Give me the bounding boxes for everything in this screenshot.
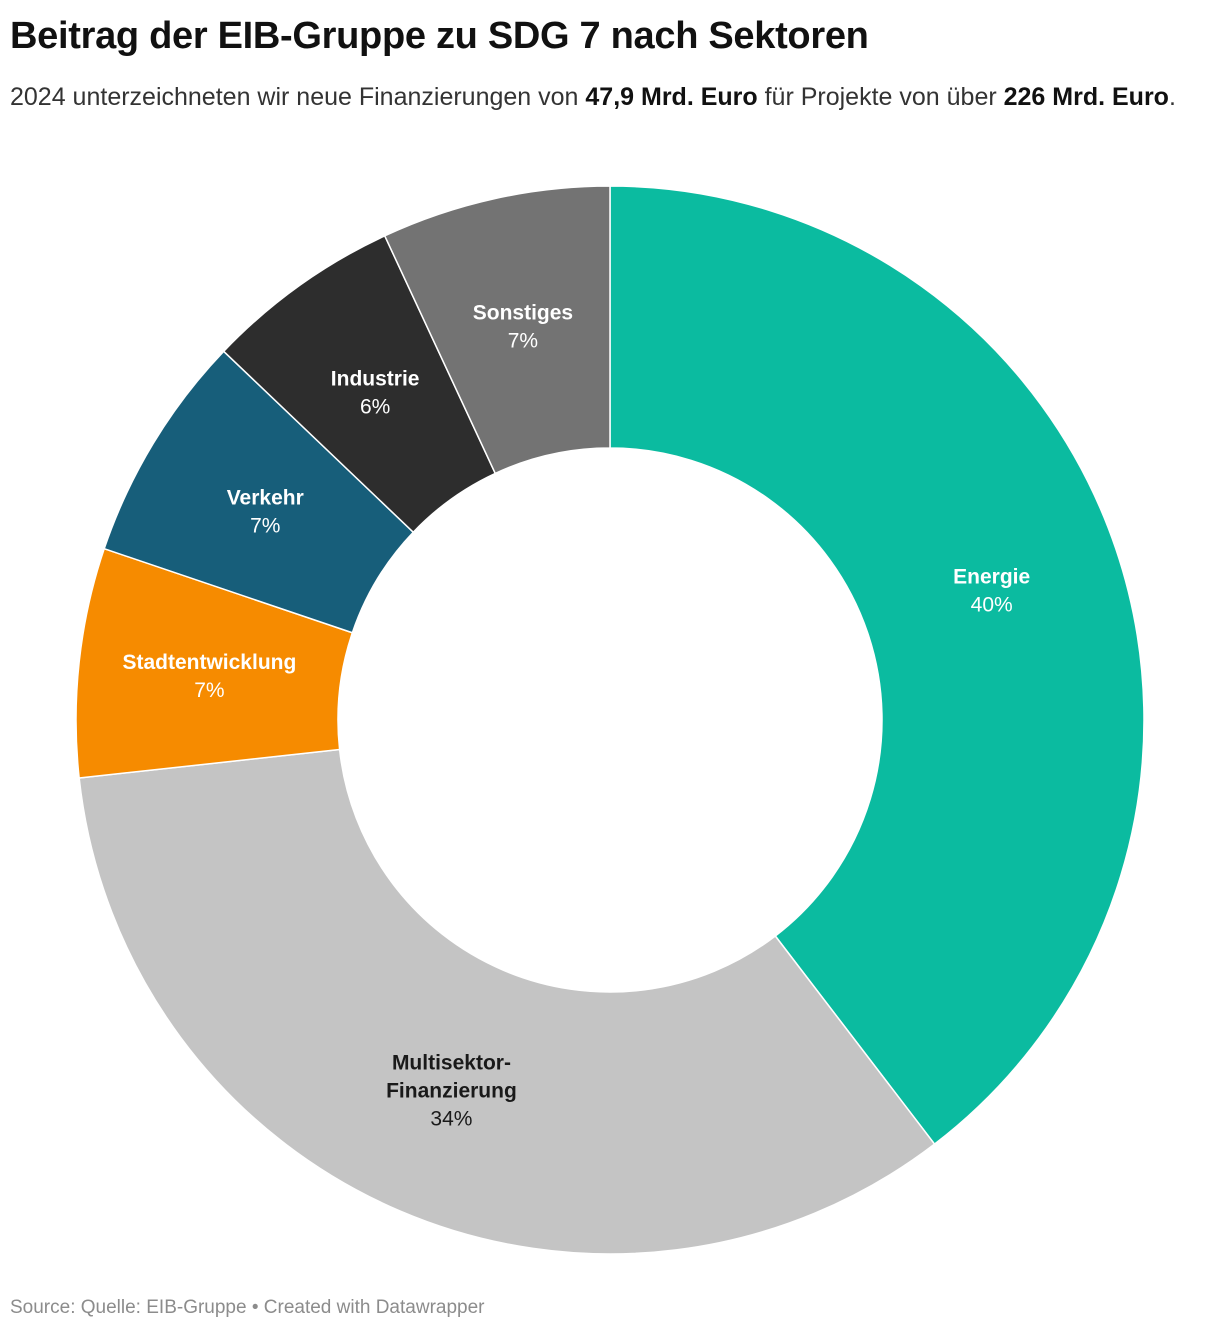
slice-name-energie: Energie bbox=[953, 566, 1030, 589]
slice-value-multisektor-finanzierung: 34% bbox=[430, 1107, 472, 1130]
chart-source-footer: Source: Quelle: EIB-Gruppe • Created wit… bbox=[10, 1297, 485, 1318]
donut-chart-svg: Energie 40% Multisektor- Finanzierung 34% Sta… bbox=[75, 185, 1145, 1255]
slice-name-industrie: Industrie bbox=[331, 367, 420, 390]
subtitle-text-start: 2024 unterzeichneten wir neue Finanzieru… bbox=[10, 83, 586, 111]
slice-label-energie: Energie 40% bbox=[953, 566, 1030, 617]
slice-value-stadtentwicklung: 7% bbox=[194, 679, 224, 702]
slice-label-multisektor-finanzierung: Multisektor- Finanzierung 34% bbox=[386, 1051, 517, 1130]
slice-name-multisektor-finanzierung: Finanzierung bbox=[386, 1079, 517, 1102]
chart-title: Beitrag der EIB-Gruppe zu SDG 7 nach Sek… bbox=[10, 15, 869, 57]
slice-label-sonstiges: Sonstiges 7% bbox=[473, 302, 573, 353]
slice-label-industrie: Industrie 6% bbox=[331, 367, 420, 418]
slice-name-multisektor-finanzierung: Multisektor- bbox=[392, 1051, 511, 1074]
slice-energie bbox=[609, 185, 1145, 1145]
slice-label-verkehr: Verkehr 7% bbox=[227, 486, 304, 537]
slice-value-verkehr: 7% bbox=[250, 514, 280, 537]
subtitle-text-end: . bbox=[1168, 83, 1176, 111]
chart-subtitle: 2024 unterzeichneten wir neue Finanzieru… bbox=[10, 80, 1190, 114]
subtitle-amount-projects: 226 Mrd. Euro bbox=[1003, 83, 1169, 111]
subtitle-amount-financing: 47,9 Mrd. Euro bbox=[585, 83, 758, 111]
slice-value-energie: 40% bbox=[971, 594, 1013, 617]
slice-label-stadtentwicklung: Stadtentwicklung 7% bbox=[122, 651, 296, 702]
subtitle-text-middle: für Projekte von über bbox=[757, 83, 1004, 111]
slice-name-sonstiges: Sonstiges bbox=[473, 302, 573, 325]
slice-multisektor-finanzierung bbox=[78, 748, 936, 1255]
slice-value-sonstiges: 7% bbox=[508, 330, 538, 353]
slice-value-industrie: 6% bbox=[360, 395, 390, 418]
slice-name-stadtentwicklung: Stadtentwicklung bbox=[122, 651, 296, 674]
slice-name-verkehr: Verkehr bbox=[227, 486, 304, 509]
donut-chart: Energie 40% Multisektor- Finanzierung 34% Sta… bbox=[0, 160, 1220, 1280]
slice-sonstiges bbox=[383, 185, 611, 475]
